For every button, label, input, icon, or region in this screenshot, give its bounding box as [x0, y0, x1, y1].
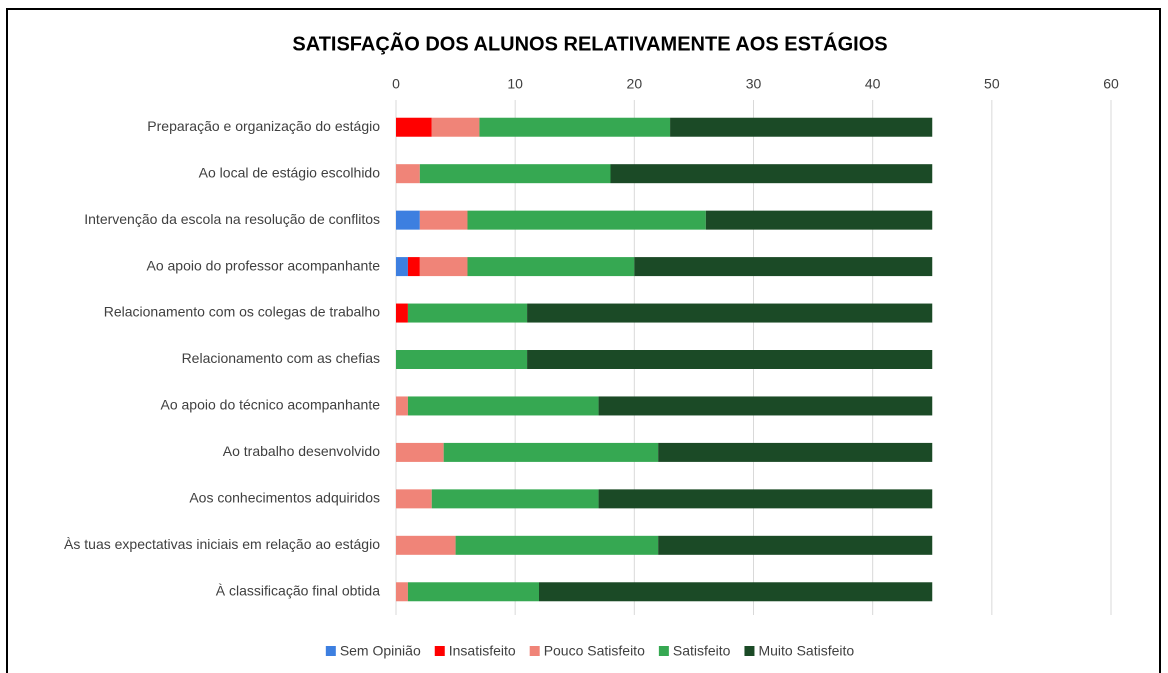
bar-segment: [419, 257, 468, 277]
frame: [6, 8, 1161, 673]
x-tick-label: 10: [507, 76, 523, 92]
x-tick-label: 20: [627, 76, 643, 92]
bar-segment: [634, 257, 933, 277]
y-tick-label: Intervenção da escola na resolução de co…: [84, 211, 380, 227]
bar-segment: [527, 303, 933, 323]
bar-segment: [407, 257, 420, 277]
bar-segment: [705, 210, 933, 230]
bar-segment: [396, 350, 528, 369]
bar-segment: [407, 396, 599, 416]
bar-segment: [396, 303, 408, 323]
bar-segment: [467, 257, 635, 277]
y-tick-label: Às tuas expectativas iniciais em relação…: [64, 536, 380, 552]
bar-segment: [431, 117, 480, 137]
bar-segment: [396, 164, 420, 184]
bar-segment: [396, 535, 456, 555]
bar-segment: [467, 210, 706, 230]
legend-swatch: [325, 646, 336, 656]
bar-segment: [396, 396, 408, 416]
x-tick-label: 0: [392, 76, 400, 92]
bar-segment: [610, 164, 933, 184]
bar-segment: [527, 350, 933, 369]
bar-segment: [407, 303, 528, 323]
bar-segment: [539, 582, 933, 602]
x-tick-label: 40: [865, 76, 881, 92]
bar-segment: [479, 117, 671, 137]
bar-segment: [419, 164, 611, 184]
bar-segment: [396, 489, 432, 509]
chart-title: SATISFAÇÃO DOS ALUNOS RELATIVAMENTE AOS …: [292, 32, 887, 55]
bar-segment: [396, 257, 408, 277]
legend-label: Muito Satisfeito: [758, 643, 854, 659]
bar-segment: [396, 210, 420, 230]
x-tick-label: 60: [1103, 76, 1119, 92]
legend-swatch: [434, 646, 445, 656]
y-tick-label: Relacionamento com as chefias: [182, 350, 380, 366]
legend-label: Insatisfeito: [449, 643, 516, 659]
legend-label: Pouco Satisfeito: [544, 643, 645, 659]
bar-segment: [658, 442, 933, 462]
bar-segment: [598, 396, 933, 416]
y-tick-label: Ao apoio do técnico acompanhante: [161, 397, 381, 413]
bar-segment: [658, 535, 933, 555]
bar-segment: [431, 489, 599, 509]
y-tick-label: Aos conhecimentos adquiridos: [189, 490, 380, 506]
legend-swatch: [529, 646, 540, 656]
x-tick-label: 50: [984, 76, 1000, 92]
bar-segment: [419, 210, 468, 230]
legend-label: Sem Opinião: [340, 643, 421, 659]
y-tick-label: Ao trabalho desenvolvido: [223, 443, 380, 459]
y-tick-label: Ao apoio do professor acompanhante: [147, 257, 381, 273]
bar-segment: [670, 117, 933, 137]
x-tick-label: 30: [746, 76, 762, 92]
bar-segment: [455, 535, 659, 555]
y-tick-label: Preparação e organização do estágio: [147, 118, 380, 134]
bar-segment: [396, 582, 408, 602]
bar-segment: [598, 489, 933, 509]
y-tick-label: Relacionamento com os colegas de trabalh…: [104, 304, 380, 320]
bar-segment: [407, 582, 539, 602]
legend-label: Satisfeito: [673, 643, 731, 659]
legend-swatch: [658, 646, 669, 656]
bar-segment: [396, 117, 432, 137]
bar-segment: [396, 442, 444, 462]
bar-segment: [443, 442, 659, 462]
legend-swatch: [744, 646, 755, 656]
y-tick-label: À classificação final obtida: [216, 582, 380, 598]
y-tick-label: Ao local de estágio escolhido: [199, 164, 381, 180]
